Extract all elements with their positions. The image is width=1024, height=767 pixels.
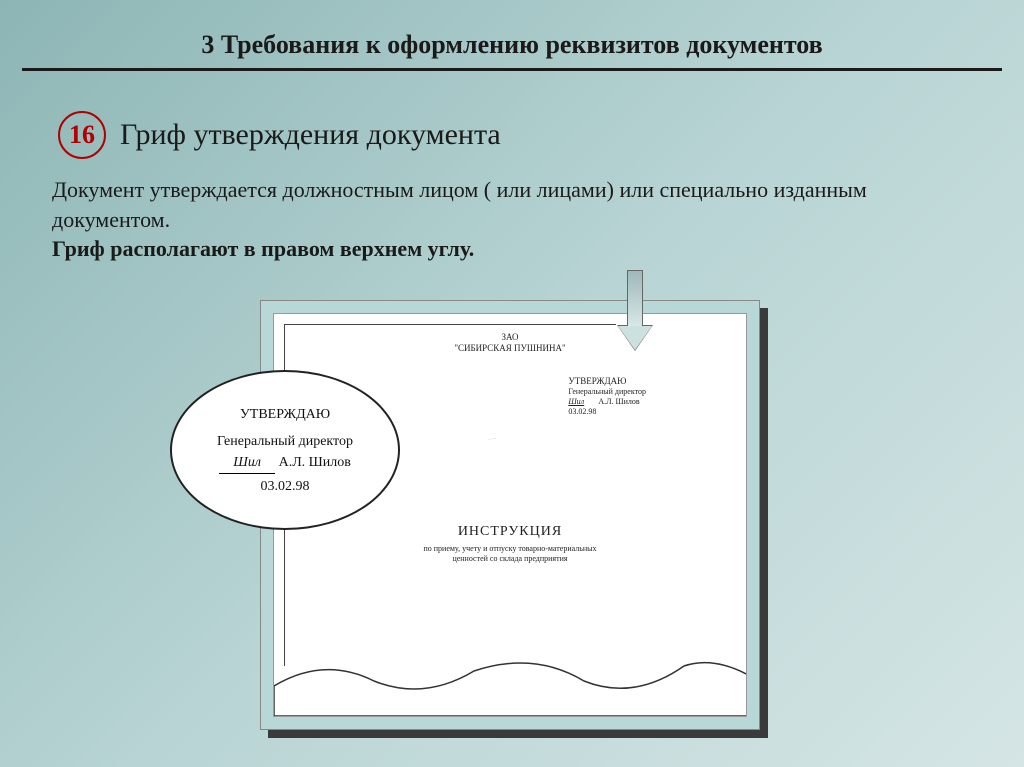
callout-date: 03.02.98 — [261, 476, 310, 497]
org-line1: ЗАО — [274, 332, 746, 343]
description-line2: Гриф располагают в правом верхнем углу. — [52, 236, 474, 261]
arrow-down-icon — [618, 270, 652, 352]
callout-position: Генеральный директор — [217, 431, 353, 452]
approv-date: 03.02.98 — [568, 407, 646, 417]
callout-ellipse: УТВЕРЖДАЮ Генеральный директор Шил А.Л. … — [170, 370, 400, 530]
section-number-circle: 16 — [58, 111, 106, 159]
header-underline — [22, 68, 1002, 71]
doc-approval-stamp: УТВЕРЖДАЮ Генеральный директор Шил А.Л. … — [568, 376, 646, 417]
org-line2: "СИБИРСКАЯ ПУШНИНА" — [274, 343, 746, 354]
description-line1: Документ утверждается должностным лицом … — [52, 177, 867, 232]
page-header: 3 Требования к оформлению реквизитов док… — [0, 0, 1024, 83]
doc-organization: ЗАО "СИБИРСКАЯ ПУШНИНА" — [274, 332, 746, 354]
approv-name: А.Л. Шилов — [598, 397, 639, 406]
signature-icon: Шил — [568, 397, 596, 407]
callout-title: УТВЕРЖДАЮ — [240, 404, 330, 425]
instr-sub1: по приему, учету и отпуску товарно-матер… — [423, 544, 596, 553]
callout-signature-icon: Шил — [219, 452, 275, 474]
doc-margin-top — [284, 324, 616, 325]
approv-title: УТВЕРЖДАЮ — [568, 376, 646, 387]
approv-sign-line: Шил А.Л. Шилов — [568, 397, 646, 407]
callout-arrow-icon — [412, 438, 572, 440]
instr-sub2: ценностей со склада предприятия — [452, 554, 567, 563]
section-header: 16 Гриф утверждения документа — [58, 111, 1024, 159]
instr-subtitle: по приему, учету и отпуску товарно-матер… — [274, 544, 746, 563]
callout-sign-line: Шил А.Л. Шилов — [219, 452, 351, 474]
callout-name: А.Л. Шилов — [279, 455, 351, 470]
approv-position: Генеральный директор — [568, 387, 646, 397]
section-title: Гриф утверждения документа — [120, 118, 501, 152]
description-block: Документ утверждается должностным лицом … — [52, 175, 964, 264]
torn-edge-icon — [274, 646, 747, 716]
figure-area: ЗАО "СИБИРСКАЯ ПУШНИНА" УТВЕРЖДАЮ Генера… — [260, 300, 770, 740]
instr-title: ИНСТРУКЦИЯ — [274, 524, 746, 540]
section-number: 16 — [69, 120, 95, 150]
doc-instruction: ИНСТРУКЦИЯ по приему, учету и отпуску то… — [274, 524, 746, 563]
header-title: 3 Требования к оформлению реквизитов док… — [0, 30, 1024, 60]
